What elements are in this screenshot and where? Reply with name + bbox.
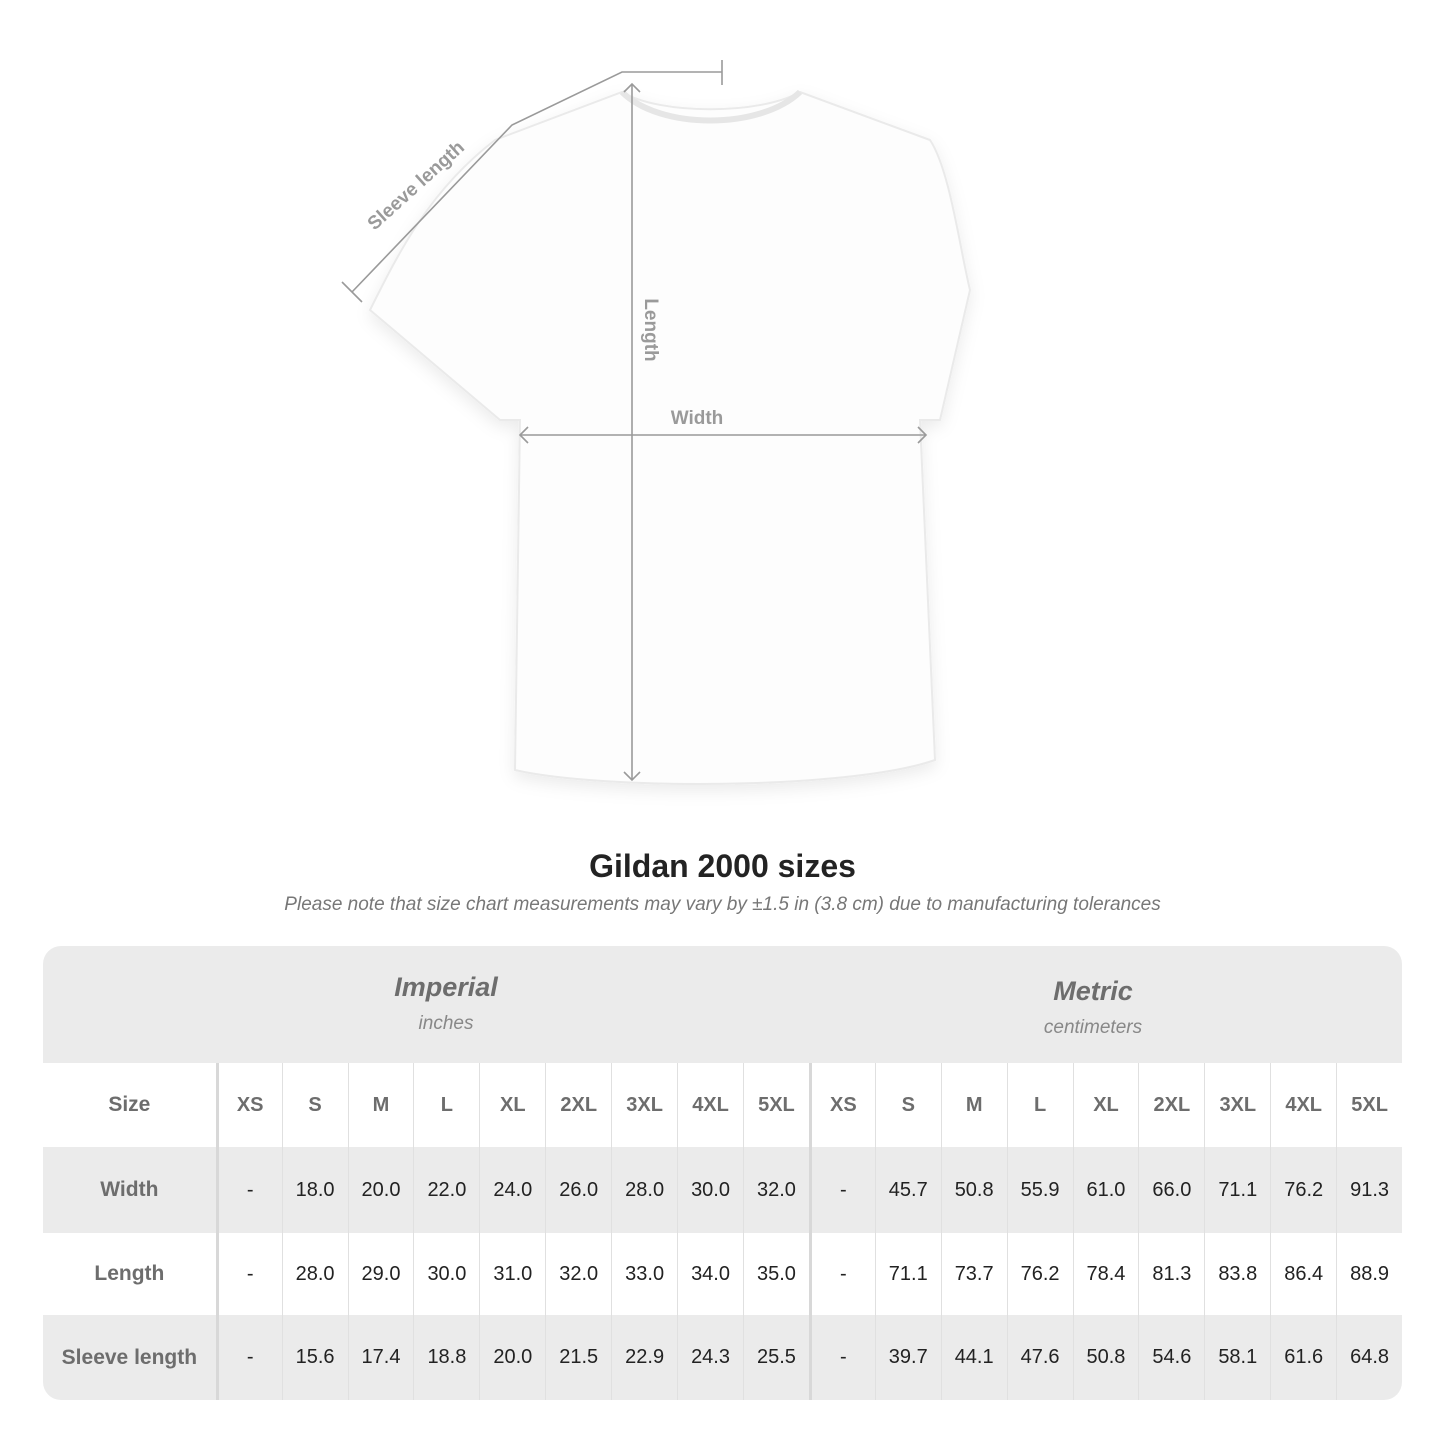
cell-imperial: 26.0 (545, 1147, 611, 1233)
table-row: Sleeve length -15.6 17.4 18.8 20.0 21.5 22.9 24… (43, 1315, 1402, 1400)
cell-imperial: 18.0 (281, 1147, 348, 1233)
size-header-metric: 2XL (1138, 1063, 1204, 1147)
tolerance-note: Please note that size chart measurements… (284, 894, 1161, 915)
units-header (43, 946, 1402, 1063)
cell-metric: 81.3 (1138, 1233, 1204, 1315)
table-row: Length -28.0 29.0 30.0 31.0 32.0 33.0 34.0 35.0-… (43, 1233, 1402, 1315)
width-label: Width (671, 408, 724, 429)
size-header-imperial: 4XL (677, 1063, 743, 1147)
size-header-metric: XL (1072, 1063, 1139, 1147)
size-header-metric: XS (808, 1063, 875, 1147)
row-label: Length (94, 1262, 165, 1285)
cell-metric: - (808, 1147, 875, 1233)
cell-metric: 76.2 (1006, 1233, 1073, 1315)
cell-imperial: - (215, 1233, 282, 1315)
cell-imperial: 22.9 (611, 1315, 677, 1400)
cell-metric: 91.3 (1336, 1147, 1402, 1233)
cell-imperial: 30.0 (677, 1147, 743, 1233)
cell-metric: 71.1 (1204, 1147, 1270, 1233)
imperial-unit: inches (418, 1013, 474, 1034)
metric-title: Metric (1053, 976, 1133, 1006)
cell-imperial: 24.0 (479, 1147, 545, 1233)
cell-imperial: - (215, 1315, 282, 1400)
row-label: Width (100, 1178, 159, 1201)
cell-metric: 61.0 (1072, 1147, 1139, 1233)
size-header-imperial: XL (479, 1063, 545, 1147)
cell-metric: 78.4 (1072, 1233, 1139, 1315)
size-header-metric: 4XL (1270, 1063, 1336, 1147)
cell-metric: - (808, 1315, 875, 1400)
size-header-metric: L (1006, 1063, 1073, 1147)
cell-metric: 58.1 (1204, 1315, 1270, 1400)
tshirt-diagram: Sleeve length Length Width (341, 60, 972, 785)
cell-imperial: 28.0 (611, 1147, 677, 1233)
cell-imperial: 33.0 (611, 1233, 677, 1315)
cell-imperial: 18.8 (413, 1315, 479, 1400)
imperial-header: Imperial inches (216, 972, 676, 1035)
cell-imperial: - (215, 1147, 282, 1233)
metric-unit: centimeters (1043, 1017, 1143, 1038)
cell-imperial: 29.0 (347, 1233, 414, 1315)
cell-metric: 50.8 (1072, 1315, 1139, 1400)
cell-imperial: 20.0 (479, 1315, 545, 1400)
cell-metric: 76.2 (1270, 1147, 1336, 1233)
size-header-metric: 3XL (1204, 1063, 1270, 1147)
size-header-metric: S (874, 1063, 941, 1147)
cell-metric: 66.0 (1138, 1147, 1204, 1233)
sleeve-measure-line (351, 71, 722, 293)
tshirt-body (368, 90, 972, 785)
cell-metric: - (808, 1233, 875, 1315)
size-header-imperial: L (413, 1063, 479, 1147)
cell-metric: 50.8 (940, 1147, 1007, 1233)
cell-imperial: 35.0 (742, 1233, 809, 1315)
size-label: Size (108, 1093, 151, 1116)
cell-imperial: 28.0 (281, 1233, 348, 1315)
size-header-metric: M (940, 1063, 1007, 1147)
size-header-imperial: 5XL (742, 1063, 809, 1147)
cell-metric: 39.7 (874, 1315, 941, 1400)
size-header-imperial: XS (215, 1063, 282, 1147)
cell-imperial: 20.0 (347, 1147, 414, 1233)
cell-metric: 86.4 (1270, 1233, 1336, 1315)
tshirt-collar (619, 89, 803, 124)
cell-metric: 73.7 (940, 1233, 1007, 1315)
cell-metric: 88.9 (1336, 1233, 1402, 1315)
size-header-row: Size XS S M L XL 2XL 3XL 4XL 5XL XS S M L XL 2XL 3XL 4XL 5… (43, 1063, 1402, 1147)
cell-imperial: 15.6 (281, 1315, 348, 1400)
cell-imperial: 30.0 (413, 1233, 479, 1315)
size-header-imperial: M (347, 1063, 414, 1147)
cell-imperial: 31.0 (479, 1233, 545, 1315)
metric-header: Metric centimeters (863, 976, 1323, 1039)
cell-metric: 44.1 (940, 1315, 1007, 1400)
size-header-imperial: S (281, 1063, 348, 1147)
cell-metric: 45.7 (874, 1147, 941, 1233)
length-label: Length (640, 298, 661, 361)
cell-imperial: 17.4 (347, 1315, 414, 1400)
row-label: Sleeve length (61, 1345, 198, 1369)
cell-metric: 83.8 (1204, 1233, 1270, 1315)
cell-imperial: 25.5 (742, 1315, 809, 1400)
cell-metric: 54.6 (1138, 1315, 1204, 1400)
cell-imperial: 32.0 (742, 1147, 809, 1233)
size-table: Imperial inches Metric centimeters Size X… (43, 946, 1402, 1400)
cell-imperial: 32.0 (545, 1233, 611, 1315)
cell-metric: 47.6 (1006, 1315, 1073, 1400)
cell-metric: 61.6 (1270, 1315, 1336, 1400)
page-title: Gildan 2000 sizes (589, 848, 856, 884)
cell-imperial: 24.3 (677, 1315, 743, 1400)
size-header-imperial: 2XL (545, 1063, 611, 1147)
cell-metric: 64.8 (1336, 1315, 1402, 1400)
cell-imperial: 34.0 (677, 1233, 743, 1315)
cell-imperial: 22.0 (413, 1147, 479, 1233)
size-header-metric: 5XL (1336, 1063, 1402, 1147)
cell-metric: 71.1 (874, 1233, 941, 1315)
imperial-title: Imperial (394, 972, 498, 1002)
cell-imperial: 21.5 (545, 1315, 611, 1400)
cell-metric: 55.9 (1006, 1147, 1073, 1233)
size-header-imperial: 3XL (611, 1063, 677, 1147)
table-row: Width -18.0 20.0 22.0 24.0 26.0 28.0 30.0 32.0-4… (43, 1147, 1402, 1233)
